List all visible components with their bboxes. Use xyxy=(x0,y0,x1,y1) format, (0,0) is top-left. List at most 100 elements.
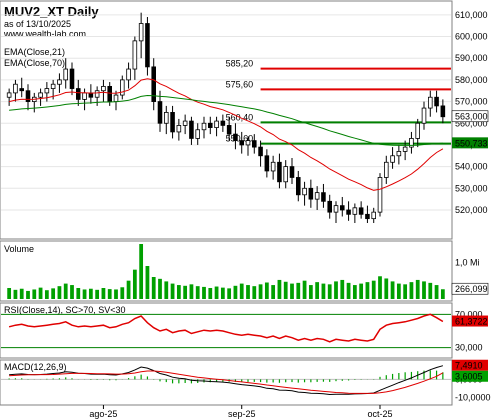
volume-bar xyxy=(227,288,232,299)
candle xyxy=(377,173,383,217)
candle-body xyxy=(440,105,446,118)
volume-bar xyxy=(239,283,244,299)
volume-bar xyxy=(139,244,144,299)
volume-bar xyxy=(290,283,294,299)
macd-last-label: 7,4910 xyxy=(455,361,483,371)
volume-bar xyxy=(415,279,420,299)
volume-bar xyxy=(158,278,162,299)
candle-body xyxy=(145,23,150,68)
volume-bar xyxy=(428,282,433,299)
as-of-date: as of 13/10/2025 xyxy=(4,19,71,29)
candle-body xyxy=(258,146,263,157)
candle xyxy=(415,118,421,148)
volume-bar xyxy=(101,288,106,299)
candle xyxy=(195,123,200,145)
volume-bar xyxy=(170,283,175,299)
level-label: 550,60 xyxy=(226,134,254,144)
rsi-panel-frame xyxy=(0,302,453,359)
candle xyxy=(57,73,62,93)
candle-body xyxy=(176,125,182,133)
candle xyxy=(427,90,433,117)
volume-bar xyxy=(246,285,250,299)
candle xyxy=(333,201,339,223)
candle-body xyxy=(13,83,18,94)
candle xyxy=(251,134,257,154)
price-tick-label: 530,000 xyxy=(455,183,488,193)
price-panel-frame xyxy=(0,0,453,240)
volume-bar xyxy=(252,286,257,299)
volume-bar xyxy=(114,289,118,299)
volume-bar xyxy=(220,287,225,299)
price-grid xyxy=(1,14,451,211)
candle xyxy=(239,131,244,154)
volume-bar xyxy=(195,286,200,299)
candle xyxy=(214,116,219,137)
volume-bar xyxy=(176,285,181,299)
last-close-label: 563,000 xyxy=(455,112,488,122)
volume-bar xyxy=(183,285,188,299)
candle-body xyxy=(6,92,12,98)
volume-panel: Volume 1,0 Mi 266,099 xyxy=(0,240,489,302)
candle-body xyxy=(163,112,169,124)
candle-body xyxy=(352,207,358,215)
macd-signal-line xyxy=(9,370,444,394)
candle xyxy=(182,114,188,135)
candle xyxy=(396,144,402,165)
candle-body xyxy=(25,90,31,102)
volume-bar xyxy=(126,280,131,299)
rsi-line xyxy=(8,313,444,343)
candle xyxy=(126,62,131,89)
candle xyxy=(402,140,408,161)
volume-bar xyxy=(44,290,49,299)
candle-body xyxy=(358,207,364,215)
candle-body xyxy=(365,213,370,220)
candle-body xyxy=(214,120,219,128)
candle xyxy=(170,105,175,139)
candle-body xyxy=(226,125,232,135)
candle-body xyxy=(371,211,377,220)
price-tick-label: 590,000 xyxy=(455,53,488,63)
volume-bar xyxy=(13,289,18,299)
candle-body xyxy=(220,120,226,126)
candle-body xyxy=(396,151,402,157)
candle-body xyxy=(321,192,326,202)
candle-body xyxy=(308,187,314,200)
volume-bar xyxy=(315,282,320,299)
candle xyxy=(6,88,12,106)
volume-bars xyxy=(7,244,445,299)
volume-bar xyxy=(82,289,87,299)
volume-bar xyxy=(132,269,137,299)
candle-body xyxy=(289,166,295,178)
candle-body xyxy=(63,68,68,81)
candle-body xyxy=(113,94,119,102)
candle-body xyxy=(415,122,421,139)
candle xyxy=(295,170,301,202)
candle xyxy=(151,58,156,111)
candle-body xyxy=(120,79,125,96)
volume-bar xyxy=(7,288,12,299)
candle-body xyxy=(233,133,238,141)
candle-body xyxy=(383,161,389,178)
candle xyxy=(69,62,75,96)
price-tick-label: 570,000 xyxy=(455,97,488,107)
x-tick-label: sep-25 xyxy=(228,409,256,419)
candle-body xyxy=(201,122,207,131)
candle xyxy=(13,79,18,102)
volume-bar xyxy=(283,281,288,299)
candle-body xyxy=(82,92,87,100)
volume-bar xyxy=(434,285,439,299)
candle-body xyxy=(277,161,282,183)
candle-body xyxy=(427,96,433,109)
candle-body xyxy=(44,88,50,94)
candle xyxy=(138,12,144,59)
candle-body xyxy=(94,90,100,98)
volume-bar xyxy=(258,284,263,299)
x-tick-label: ago-25 xyxy=(89,409,117,419)
candle-body xyxy=(50,83,56,89)
volume-bar xyxy=(308,285,313,299)
price-panel: MUV2_XT Daily as of 13/10/2025 www.wealt… xyxy=(0,0,489,240)
candle xyxy=(440,99,446,124)
ema-short-line xyxy=(8,78,444,191)
volume-bar xyxy=(346,282,351,299)
